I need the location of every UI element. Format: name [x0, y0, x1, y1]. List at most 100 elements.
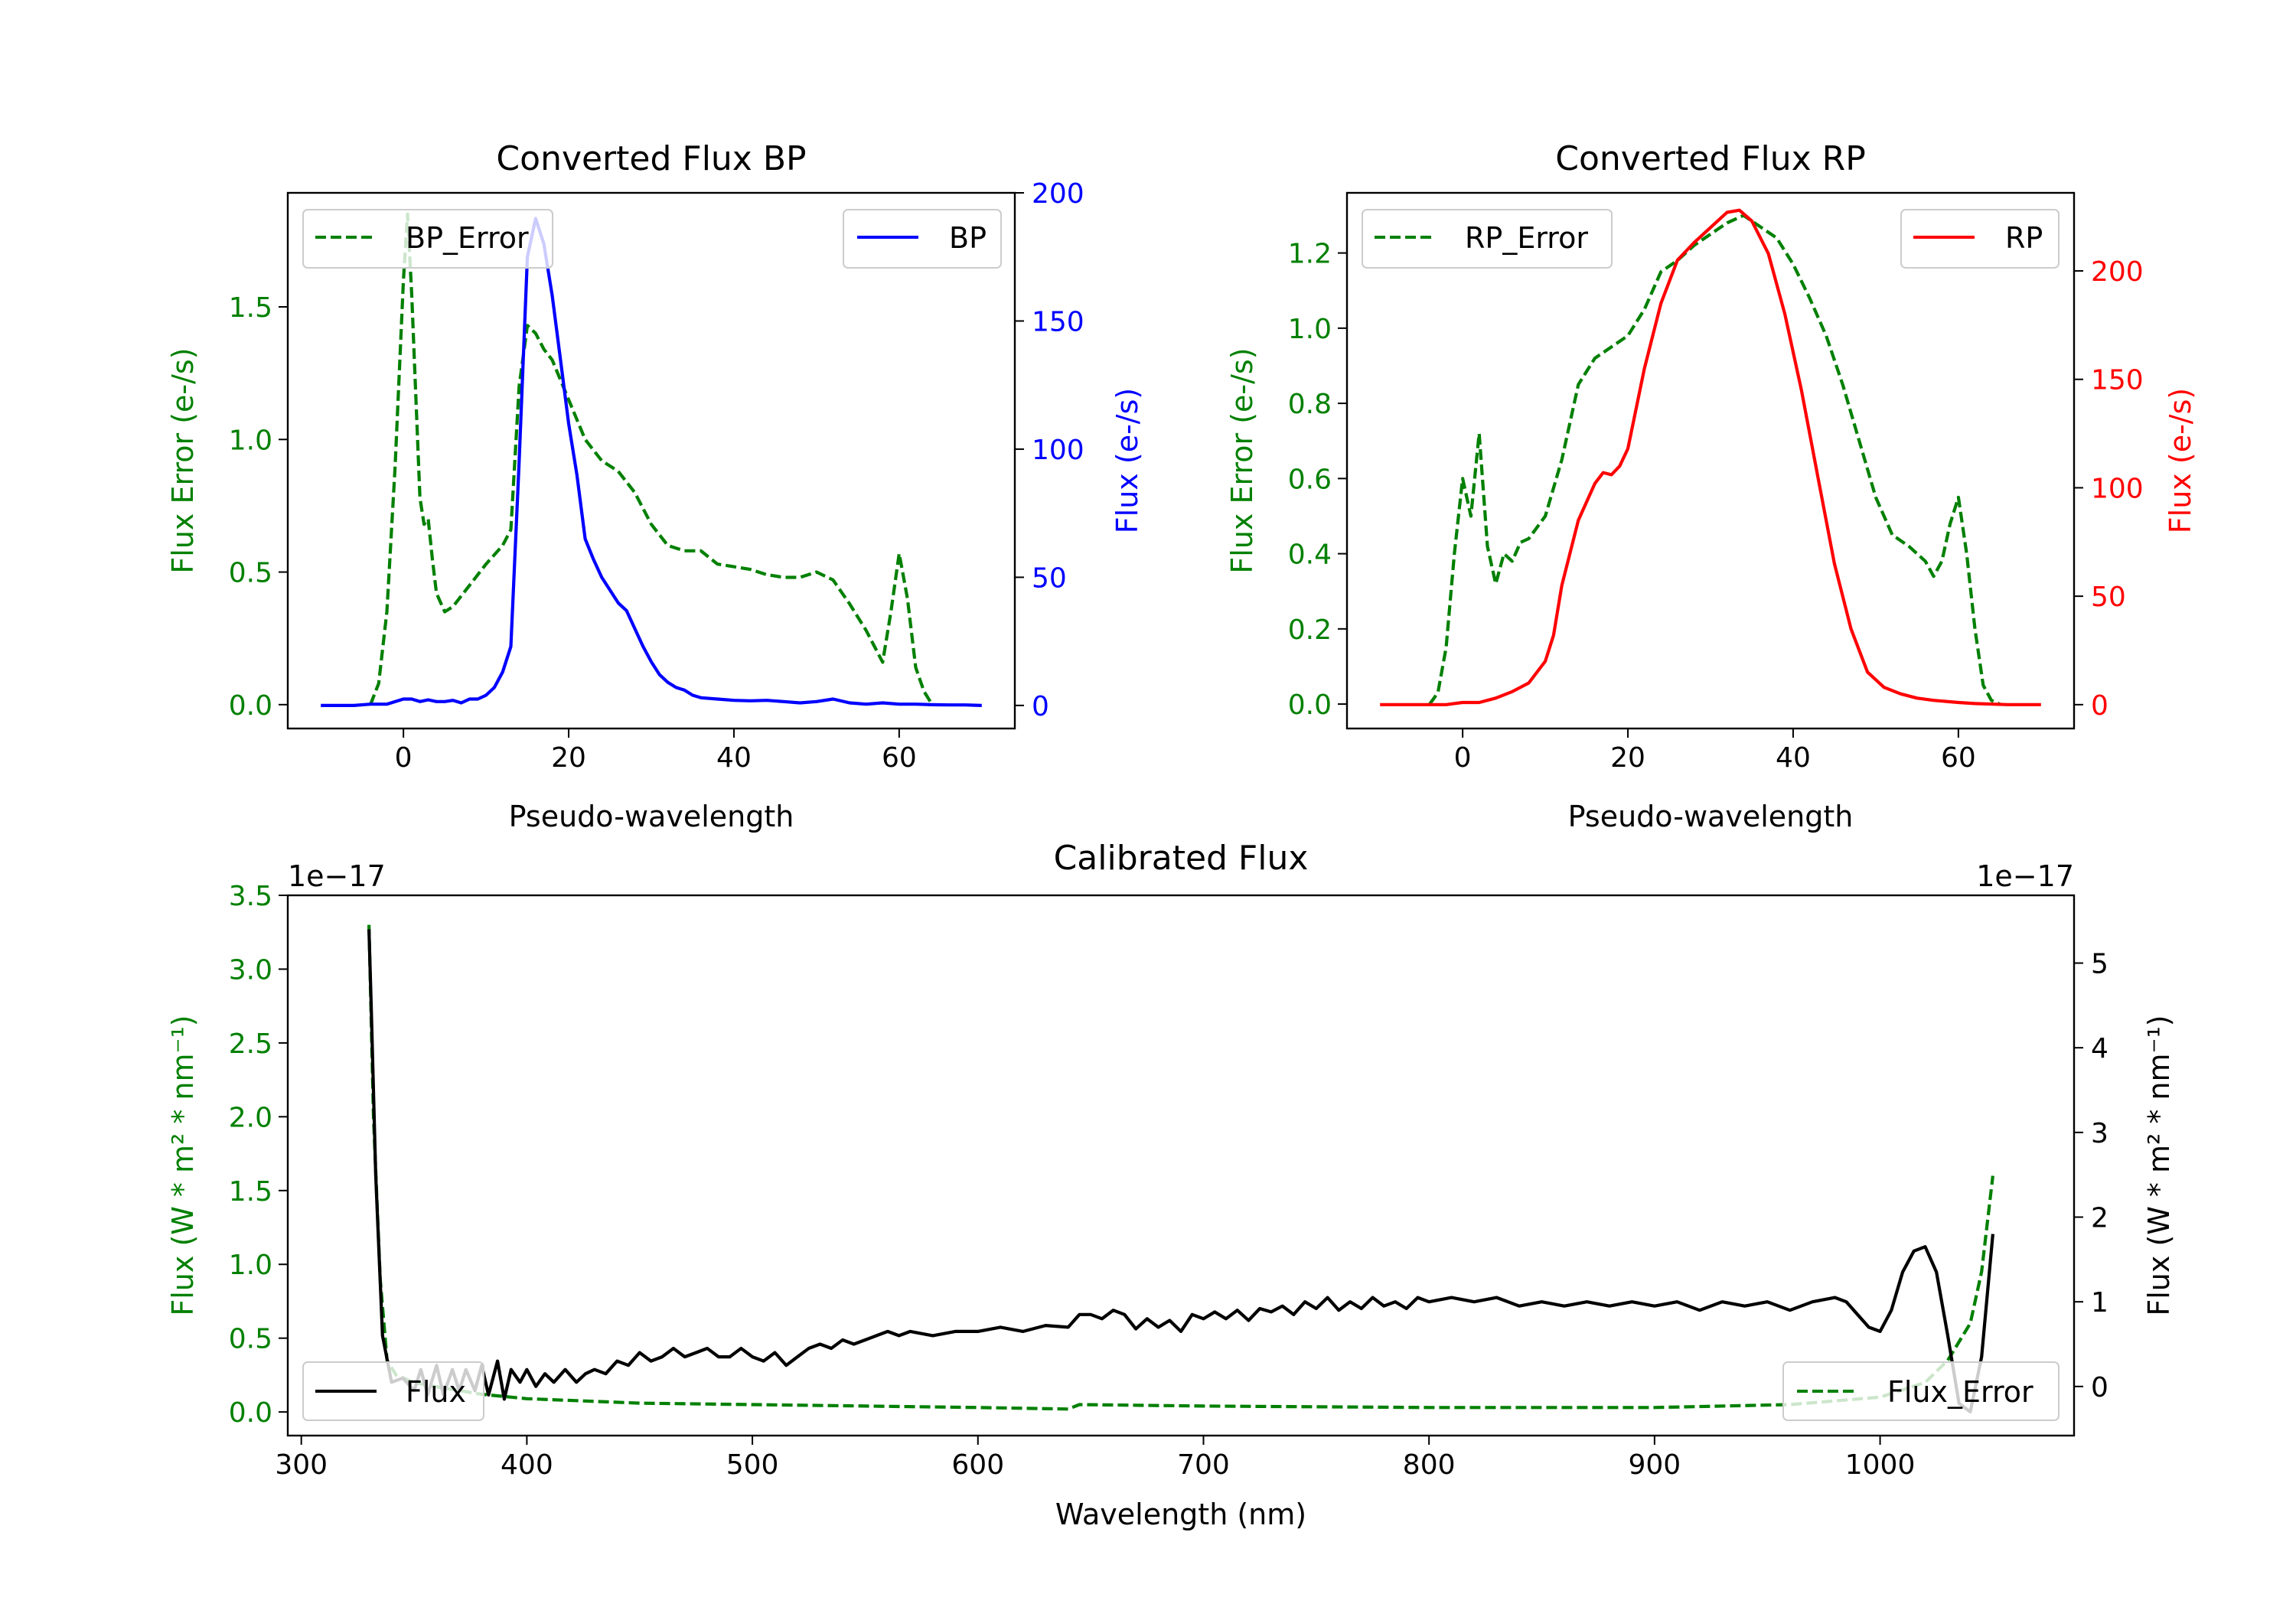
rp-error-line-group: [1428, 214, 2001, 706]
cal-plot-frame: [286, 894, 2076, 1437]
cal-xtick-label: 900: [1629, 1449, 1681, 1481]
cal-xtick-label: 800: [1403, 1449, 1456, 1481]
panel-rp: Converted Flux RP 0 20 40 60 0.00.20.40.60.…: [1225, 139, 2197, 833]
rp-ylabel-right: Flux (e-/s): [2164, 388, 2197, 533]
rp-ltick-label: 1.2: [1288, 239, 1332, 270]
bp-ylabel-left: Flux Error (e-/s): [166, 347, 200, 573]
cal-ltick-label: 0.5: [229, 1324, 272, 1355]
rp-flux-line-group: [1380, 208, 2041, 706]
bp-rtick-label: 50: [1032, 562, 1067, 594]
rp-rtick-label: 0: [2091, 690, 2108, 722]
rp-ltick-label: 0.6: [1288, 464, 1332, 495]
cal-xlabel: Wavelength (nm): [1055, 1498, 1306, 1531]
cal-right-ticks: 0 1 2 3 4 5: [2074, 949, 2108, 1403]
cal-ylabel-left: Flux (W * m² * nm⁻¹): [166, 1015, 200, 1315]
rp-xtick-label: 0: [1454, 742, 1472, 774]
cal-legend-error: Flux_Error: [1782, 1361, 2060, 1421]
bp-series-bp-error: [369, 212, 934, 706]
cal-left-ticks: 0.0 0.5 1.0 1.5 2.0 2.5 3.0 3.5: [229, 881, 288, 1429]
rp-left-ticks: 0.0 0.2 0.4 0.6 0.8 1.0 1.2: [1288, 239, 1347, 721]
cal-xtick-label: 1000: [1845, 1449, 1916, 1481]
bp-error-line-group: [369, 212, 934, 706]
cal-xtick-label: 700: [1177, 1449, 1230, 1481]
rp-plot-frame: [1345, 191, 2076, 730]
bp-xtick-label: 60: [882, 742, 917, 774]
rp-xlabel: Pseudo-wavelength: [1568, 800, 1854, 833]
cal-series-flux-error: [367, 924, 1994, 1411]
cal-xtick-label: 300: [275, 1449, 328, 1481]
rp-rtick-label: 50: [2091, 582, 2126, 613]
rp-legend-error: RP_Error: [1362, 209, 1613, 269]
bp-rtick-label: 0: [1032, 691, 1049, 722]
cal-rtick-label: 1: [2091, 1287, 2108, 1319]
bp-rtick-label: 100: [1032, 435, 1084, 466]
bp-xtick-label: 0: [395, 742, 413, 774]
rp-legend-flux: RP: [1900, 209, 2060, 269]
bp-rtick-label: 150: [1032, 306, 1084, 337]
panel-calibrated: Calibrated Flux 300 400 500 600 700 800 900 100…: [166, 839, 2176, 1531]
rp-xtick-label: 20: [1610, 742, 1645, 774]
cal-xtick-label: 400: [501, 1449, 553, 1481]
rp-series-rp-error: [1428, 214, 2001, 706]
bp-ltick-label: 1.0: [229, 425, 272, 456]
cal-rtick-label: 5: [2091, 949, 2108, 980]
cal-rtick-label: 3: [2091, 1118, 2108, 1149]
panel-bp: Converted Flux BP 0 20 40 60 0.0 0.5 1.0 1.5 0…: [166, 139, 1144, 833]
cal-error-line-group: [367, 924, 1994, 1411]
cal-rtick-label: 2: [2091, 1203, 2108, 1234]
rp-ltick-label: 0.0: [1288, 689, 1332, 721]
cal-right-offset: 1e−17: [1976, 859, 2074, 893]
rp-rtick-label: 150: [2091, 365, 2144, 396]
rp-ltick-label: 0.8: [1288, 389, 1332, 420]
rp-xtick-label: 40: [1776, 742, 1811, 774]
bp-plot-frame: [286, 191, 1016, 730]
cal-ltick-label: 2.0: [229, 1102, 272, 1133]
rp-ltick-label: 0.2: [1288, 614, 1332, 646]
bp-ltick-label: 1.5: [229, 292, 272, 324]
cal-title: Calibrated Flux: [1054, 839, 1309, 878]
rp-right-ticks: 0 50 100 150 200: [2074, 256, 2144, 722]
rp-ltick-label: 1.0: [1288, 314, 1332, 345]
bp-xtick-label: 40: [716, 742, 752, 774]
bp-ylabel-right: Flux (e-/s): [1110, 388, 1144, 533]
cal-ltick-label: 1.5: [229, 1176, 272, 1208]
cal-ltick-label: 3.0: [229, 954, 272, 986]
bp-left-ticks: 0.0 0.5 1.0 1.5: [229, 292, 288, 722]
cal-legend-error-label: Flux_Error: [1887, 1375, 2033, 1409]
bp-legend-flux: BP: [843, 209, 1002, 269]
bp-legend-error: BP_Error: [302, 209, 553, 269]
rp-legend-flux-label: RP: [2005, 221, 2043, 255]
bp-legend-error-label: BP_Error: [406, 221, 529, 255]
cal-xtick-label: 500: [726, 1449, 779, 1481]
cal-x-ticks: 300 400 500 600 700 800 900 1000: [275, 1436, 1915, 1481]
rp-series-rp: [1380, 208, 2041, 706]
bp-xtick-label: 20: [551, 742, 586, 774]
cal-rtick-label: 0: [2091, 1372, 2108, 1403]
cal-series-flux: [367, 929, 1994, 1414]
bp-xlabel: Pseudo-wavelength: [509, 800, 794, 833]
cal-legend-flux: Flux: [302, 1361, 484, 1421]
bp-x-ticks: 0 20 40 60: [395, 729, 917, 774]
cal-flux-line-group: [367, 929, 1994, 1414]
bp-right-ticks: 0 50 100 150 200: [1015, 178, 1084, 722]
rp-ltick-label: 0.4: [1288, 539, 1332, 571]
bp-title: Converted Flux BP: [496, 139, 806, 178]
cal-xtick-label: 600: [951, 1449, 1004, 1481]
bp-ltick-label: 0.5: [229, 558, 272, 589]
rp-x-ticks: 0 20 40 60: [1454, 729, 1976, 774]
cal-ylabel-right: Flux (W * m² * nm⁻¹): [2142, 1015, 2176, 1315]
cal-left-offset: 1e−17: [288, 859, 386, 893]
bp-ltick-label: 0.0: [229, 690, 272, 722]
cal-ltick-label: 1.0: [229, 1250, 272, 1281]
rp-ylabel-left: Flux Error (e-/s): [1225, 347, 1259, 573]
rp-legend-error-label: RP_Error: [1465, 221, 1588, 255]
rp-rtick-label: 200: [2091, 256, 2144, 288]
cal-ltick-label: 2.5: [229, 1028, 272, 1060]
bp-flux-line-group: [321, 217, 982, 707]
bp-rtick-label: 200: [1032, 178, 1084, 210]
rp-xtick-label: 60: [1941, 742, 1976, 774]
bp-series-bp: [321, 217, 982, 707]
rp-title: Converted Flux RP: [1555, 139, 1866, 178]
rp-rtick-label: 100: [2091, 473, 2144, 504]
